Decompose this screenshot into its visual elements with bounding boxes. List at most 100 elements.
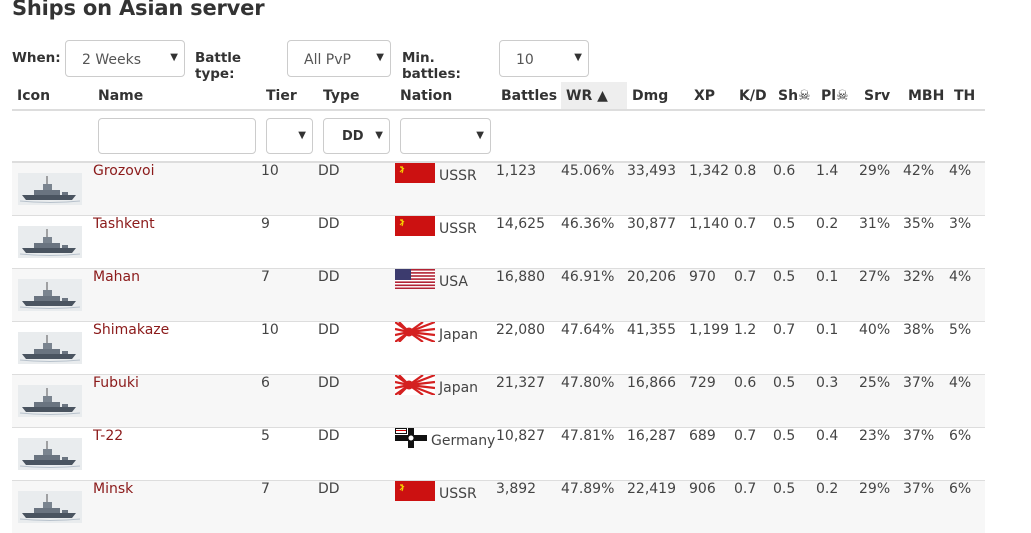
min-battles-select[interactable]: 10 ▼ xyxy=(499,40,589,77)
ship-icon xyxy=(17,225,83,258)
battle-type-select[interactable]: All PvP ▼ xyxy=(287,40,391,77)
type-filter-value: DD xyxy=(342,129,364,144)
kd-cell: 0.7 xyxy=(734,426,773,480)
type-cell: DD xyxy=(318,479,395,533)
ship-name-link[interactable]: Grozovoi xyxy=(93,163,155,179)
wr-cell: 46.91% xyxy=(561,267,627,321)
mbh-cell: 35% xyxy=(903,214,949,268)
xp-cell: 729 xyxy=(689,373,734,427)
pl-cell: 0.2 xyxy=(816,479,859,533)
col-header-th[interactable]: TH xyxy=(954,87,976,104)
kd-cell: 0.7 xyxy=(734,214,773,268)
th-cell: 3% xyxy=(949,214,985,268)
battles-cell: 21,327 xyxy=(496,373,561,427)
type-cell: DD xyxy=(318,426,395,480)
nation-label: USA xyxy=(439,273,468,290)
col-header-type[interactable]: Type xyxy=(323,87,360,104)
tier-cell: 10 xyxy=(261,320,318,374)
ship-name-link[interactable]: Fubuki xyxy=(93,374,139,391)
type-cell: DD xyxy=(318,267,395,321)
japan-flag-icon xyxy=(395,322,439,343)
srv-cell: 29% xyxy=(859,161,903,215)
chevron-down-icon: ▼ xyxy=(375,130,383,141)
th-cell: 4% xyxy=(949,373,985,427)
kd-cell: 0.6 xyxy=(734,373,773,427)
mbh-cell: 37% xyxy=(903,426,949,480)
when-select[interactable]: 2 Weeks ▼ xyxy=(65,40,185,77)
col-header-name[interactable]: Name xyxy=(98,87,144,104)
germany-flag-icon xyxy=(395,428,431,449)
table-row: Tashkent 9 DD USSR 14,625 46.36% 30,877 1,140 0.… xyxy=(12,214,985,268)
col-header-srv[interactable]: Srv xyxy=(864,87,891,104)
srv-cell: 27% xyxy=(859,267,903,321)
tier-cell: 5 xyxy=(261,426,318,480)
srv-cell: 29% xyxy=(859,479,903,533)
ship-name-link[interactable]: Minsk xyxy=(93,480,134,497)
dmg-cell: 16,866 xyxy=(627,373,689,427)
dmg-cell: 20,206 xyxy=(627,267,689,321)
kd-cell: 1.2 xyxy=(734,320,773,374)
type-filter-select[interactable]: DD ▼ xyxy=(323,118,390,154)
mbh-cell: 37% xyxy=(903,373,949,427)
battle-type-select-value: All PvP xyxy=(304,52,351,68)
sh-cell: 0.5 xyxy=(773,214,816,268)
col-header-icon[interactable]: Icon xyxy=(17,87,51,104)
dmg-cell: 22,419 xyxy=(627,479,689,533)
col-header-nation[interactable]: Nation xyxy=(400,87,453,104)
wr-cell: 47.81% xyxy=(561,426,627,480)
xp-cell: 689 xyxy=(689,426,734,480)
ship-name-link[interactable]: Mahan xyxy=(93,268,140,285)
ship-name-link[interactable]: Tashkent xyxy=(93,215,155,232)
battles-cell: 14,625 xyxy=(496,214,561,268)
nation-filter-select[interactable]: ▼ xyxy=(400,118,491,154)
pl-cell: 0.1 xyxy=(816,267,859,321)
col-header-sh[interactable]: Sh☠ xyxy=(778,87,811,104)
battles-cell: 3,892 xyxy=(496,479,561,533)
dmg-cell: 41,355 xyxy=(627,320,689,374)
tier-filter-select[interactable]: ▼ xyxy=(266,118,313,154)
ussr-flag-icon xyxy=(395,216,439,237)
table-row: T-22 5 DD Germany 10,827 47.81% 16,287 689 0.7 0.… xyxy=(12,426,985,480)
ship-icon xyxy=(17,331,83,364)
table-row: Shimakaze 10 DD Japan 22,080 47.64% 41,355 1,19… xyxy=(12,320,985,374)
mbh-cell: 32% xyxy=(903,267,949,321)
mbh-cell: 42% xyxy=(903,161,949,215)
sh-cell: 0.5 xyxy=(773,373,816,427)
col-header-battles[interactable]: Battles xyxy=(501,87,558,104)
table-header-row: Icon Name Tier Type Nation Battles WR ▲ … xyxy=(12,82,985,110)
col-header-mbh[interactable]: MBH xyxy=(908,87,945,104)
col-header-dmg[interactable]: Dmg xyxy=(632,87,669,104)
table-row: Grozovoi 10 DD USSR 1,123 45.06% 33,493 1,342 0.… xyxy=(12,161,985,215)
name-filter-input[interactable] xyxy=(98,118,256,154)
ship-name-link[interactable]: Shimakaze xyxy=(93,321,170,338)
th-cell: 5% xyxy=(949,320,985,374)
col-header-tier[interactable]: Tier xyxy=(266,87,297,104)
xp-cell: 1,140 xyxy=(689,214,734,268)
battle-type-label: Battle type: xyxy=(195,50,242,82)
mbh-cell: 37% xyxy=(903,479,949,533)
col-header-pl[interactable]: Pl☠ xyxy=(821,87,849,104)
chevron-down-icon: ▼ xyxy=(298,130,306,141)
dmg-cell: 30,877 xyxy=(627,214,689,268)
mbh-cell: 38% xyxy=(903,320,949,374)
ship-icon xyxy=(17,172,83,206)
wr-cell: 47.64% xyxy=(561,320,627,374)
ship-name-link[interactable]: T-22 xyxy=(93,427,124,444)
xp-cell: 970 xyxy=(689,267,734,321)
table-filter-row: ▼ DD ▼ ▼ xyxy=(12,109,985,162)
th-cell: 6% xyxy=(949,479,985,533)
nation-label: USSR xyxy=(439,220,477,237)
table-row: Minsk 7 DD USSR 3,892 47.89% 22,419 906 0.7 0.5 0.… xyxy=(12,479,985,533)
page-title: Ships on Asian server xyxy=(12,0,265,20)
tier-cell: 7 xyxy=(261,267,318,321)
col-header-wr[interactable]: WR ▲ xyxy=(561,82,627,110)
wr-cell: 46.36% xyxy=(561,214,627,268)
pl-cell: 0.4 xyxy=(816,426,859,480)
col-header-kd[interactable]: K/D xyxy=(739,87,767,104)
min-battles-select-value: 10 xyxy=(516,52,534,68)
nation-label: Japan xyxy=(439,326,479,343)
xp-cell: 1,342 xyxy=(689,161,734,215)
col-header-xp[interactable]: XP xyxy=(694,87,716,104)
sh-cell: 0.7 xyxy=(773,320,816,374)
chevron-down-icon: ▼ xyxy=(376,52,384,63)
